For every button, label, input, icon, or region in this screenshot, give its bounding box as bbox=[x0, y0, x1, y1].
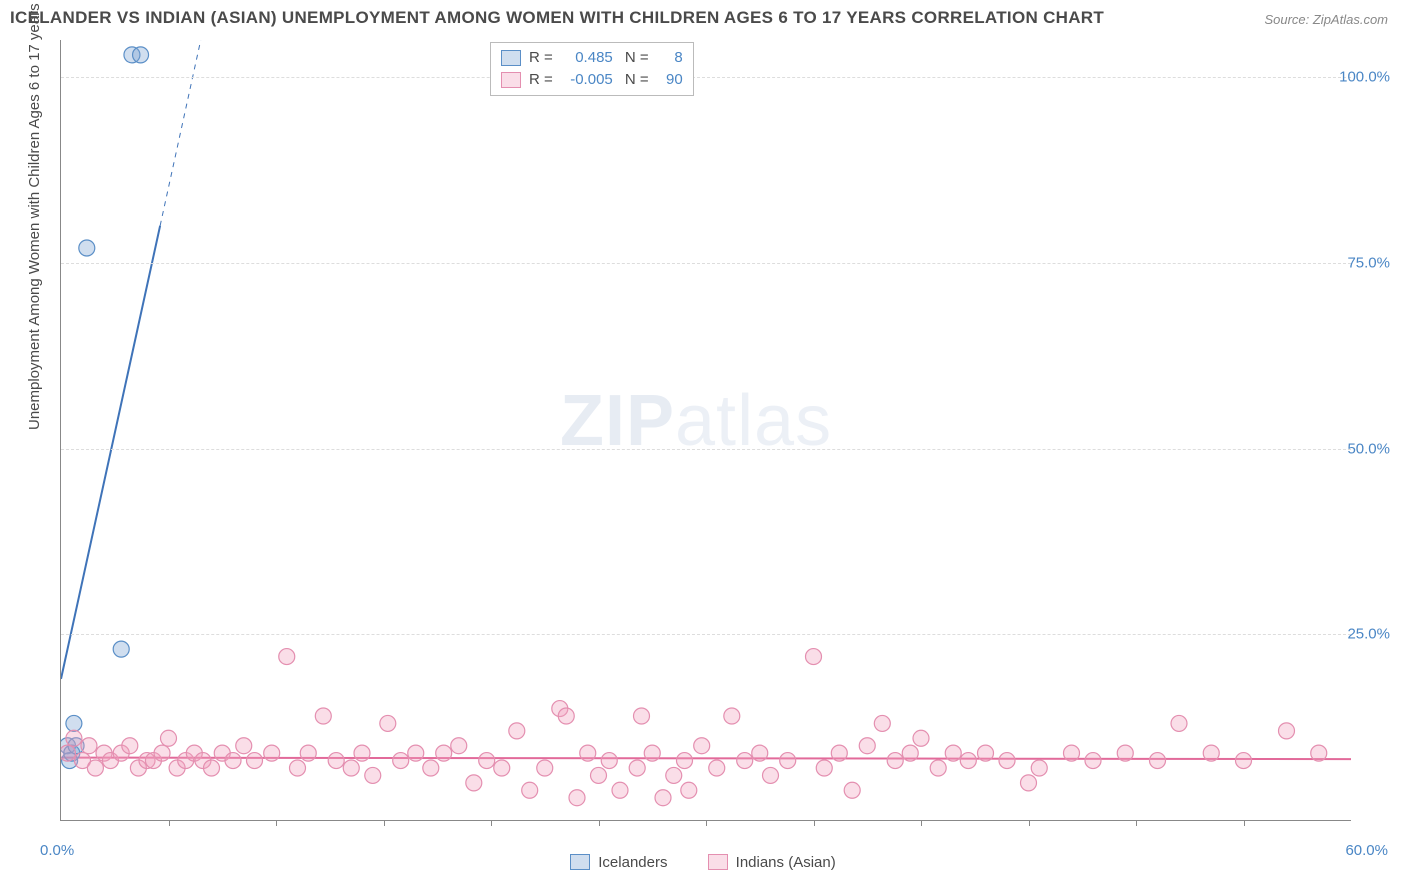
r-value-icelanders: 0.485 bbox=[561, 47, 613, 69]
plot-area bbox=[60, 40, 1351, 821]
gridline bbox=[61, 634, 1351, 635]
x-tick bbox=[599, 820, 600, 826]
legend-item-indians: Indians (Asian) bbox=[708, 854, 836, 871]
r-label: R = bbox=[529, 69, 553, 91]
x-tick bbox=[1136, 820, 1137, 826]
legend-label: Icelanders bbox=[598, 854, 667, 871]
x-tick bbox=[169, 820, 170, 826]
x-tick bbox=[384, 820, 385, 826]
legend-row-icelanders: R = 0.485 N = 8 bbox=[501, 47, 683, 69]
swatch-indians bbox=[501, 72, 521, 88]
x-tick bbox=[1029, 820, 1030, 826]
swatch-icelanders-b bbox=[570, 854, 590, 870]
gridline bbox=[61, 449, 1351, 450]
x-end-label: 60.0% bbox=[1345, 842, 1388, 859]
y-tick-label: 25.0% bbox=[1347, 626, 1390, 643]
n-value-indians: 90 bbox=[657, 69, 683, 91]
r-value-indians: -0.005 bbox=[561, 69, 613, 91]
y-tick-label: 100.0% bbox=[1339, 69, 1390, 86]
legend-item-icelanders: Icelanders bbox=[570, 854, 667, 871]
x-tick bbox=[814, 820, 815, 826]
x-tick bbox=[276, 820, 277, 826]
x-tick bbox=[921, 820, 922, 826]
n-label: N = bbox=[621, 47, 649, 69]
legend-label: Indians (Asian) bbox=[736, 854, 836, 871]
y-tick-label: 75.0% bbox=[1347, 254, 1390, 271]
r-label: R = bbox=[529, 47, 553, 69]
y-tick-label: 50.0% bbox=[1347, 440, 1390, 457]
gridline bbox=[61, 263, 1351, 264]
x-origin-label: 0.0% bbox=[40, 842, 74, 859]
swatch-icelanders bbox=[501, 50, 521, 66]
chart-svg bbox=[61, 40, 1351, 820]
n-label: N = bbox=[621, 69, 649, 91]
x-tick bbox=[1244, 820, 1245, 826]
source-label: Source: ZipAtlas.com bbox=[1264, 12, 1388, 27]
chart-title: ICELANDER VS INDIAN (ASIAN) UNEMPLOYMENT… bbox=[10, 8, 1104, 28]
y-axis-label: Unemployment Among Women with Children A… bbox=[26, 3, 43, 430]
swatch-indians-b bbox=[708, 854, 728, 870]
correlation-legend: R = 0.485 N = 8 R = -0.005 N = 90 bbox=[490, 42, 694, 96]
n-value-icelanders: 8 bbox=[657, 47, 683, 69]
x-tick bbox=[706, 820, 707, 826]
legend-row-indians: R = -0.005 N = 90 bbox=[501, 69, 683, 91]
x-tick bbox=[491, 820, 492, 826]
gridline bbox=[61, 77, 1351, 78]
legend-bottom: Icelanders Indians (Asian) bbox=[0, 854, 1406, 875]
